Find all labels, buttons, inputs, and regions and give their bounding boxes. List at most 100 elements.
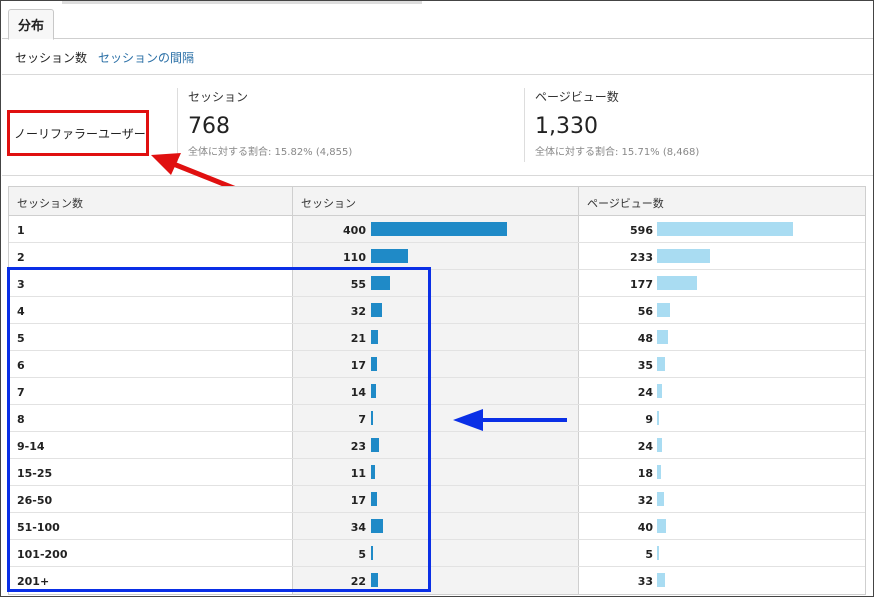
sessions-bar: [371, 573, 378, 587]
table-row: 6 17 35: [9, 351, 865, 378]
summary-panel: ノーリファラーユーザー セッション 768 全体に対する割合: 15.82% (…: [2, 76, 873, 176]
row-session-count-label: 1: [9, 216, 293, 242]
row-session-count-label: 5: [9, 324, 293, 350]
sessions-bar: [371, 519, 383, 533]
row-pageviews-cell: 233: [579, 243, 865, 269]
table-row: 7 14 24: [9, 378, 865, 405]
row-pageviews-cell: 24: [579, 432, 865, 458]
row-sessions-value: 400: [343, 224, 366, 237]
tab-bar: 分布: [2, 1, 873, 40]
row-sessions-cell: 11: [293, 459, 579, 485]
table-body: 1 400 596 2 110 233 3 55 177 4 32 56 5 21 48 6 17 35 7 14 24…: [9, 216, 865, 594]
table-row: 201+ 22 33: [9, 567, 865, 594]
row-session-count-label: 2: [9, 243, 293, 269]
table-row: 51-100 34 40: [9, 513, 865, 540]
row-pageviews-value: 24: [637, 386, 653, 399]
row-sessions-cell: 17: [293, 351, 579, 377]
metric-pageviews: ページビュー数 1,330 全体に対する割合: 15.71% (8,468): [524, 88, 864, 162]
row-sessions-value: 5: [358, 548, 366, 561]
sessions-bar: [371, 303, 382, 317]
row-session-count-label: 51-100: [9, 513, 293, 539]
row-session-count-label: 7: [9, 378, 293, 404]
sessions-bar: [371, 438, 379, 452]
pageviews-bar: [657, 519, 666, 533]
row-pageviews-cell: 596: [579, 216, 865, 242]
row-pageviews-cell: 32: [579, 486, 865, 512]
row-sessions-value: 21: [350, 332, 366, 345]
row-pageviews-value: 48: [637, 332, 653, 345]
row-sessions-cell: 22: [293, 567, 579, 594]
pageviews-bar: [657, 330, 668, 344]
row-pageviews-value: 24: [637, 440, 653, 453]
metric-sessions-value: 768: [188, 114, 230, 139]
row-pageviews-value: 233: [630, 251, 653, 264]
table-row: 5 21 48: [9, 324, 865, 351]
row-pageviews-value: 596: [630, 224, 653, 237]
row-sessions-cell: 55: [293, 270, 579, 296]
row-pageviews-value: 35: [637, 359, 653, 372]
table-row: 4 32 56: [9, 297, 865, 324]
row-pageviews-value: 5: [645, 548, 653, 561]
row-session-count-label: 4: [9, 297, 293, 323]
pageviews-bar: [657, 276, 697, 290]
table-row: 2 110 233: [9, 243, 865, 270]
row-session-count-label: 6: [9, 351, 293, 377]
tab-distribution[interactable]: 分布: [8, 9, 54, 40]
metric-pageviews-share: 全体に対する割合: 15.71% (8,468): [535, 147, 700, 158]
row-sessions-value: 23: [350, 440, 366, 453]
row-pageviews-value: 18: [637, 467, 653, 480]
pageviews-bar: [657, 303, 670, 317]
sessions-bar: [371, 357, 377, 371]
metric-pageviews-name: ページビュー数: [535, 90, 619, 104]
row-pageviews-cell: 18: [579, 459, 865, 485]
column-header-sessions[interactable]: セッション: [293, 187, 579, 215]
subnav-session-count[interactable]: セッション数: [15, 51, 88, 65]
row-session-count-label: 15-25: [9, 459, 293, 485]
metric-pageviews-value: 1,330: [535, 114, 598, 139]
table-row: 9-14 23 24: [9, 432, 865, 459]
row-pageviews-cell: 40: [579, 513, 865, 539]
row-sessions-cell: 5: [293, 540, 579, 566]
row-pageviews-cell: 9: [579, 405, 865, 431]
table-header: セッション数 セッション ページビュー数: [9, 187, 865, 216]
segment-label-text: ノーリファラーユーザー: [14, 126, 146, 141]
row-sessions-value: 110: [343, 251, 366, 264]
column-header-pageviews[interactable]: ページビュー数: [587, 197, 664, 210]
pageviews-bar: [657, 249, 710, 263]
row-session-count-label: 9-14: [9, 432, 293, 458]
row-sessions-value: 22: [350, 575, 366, 588]
sessions-bar: [371, 276, 390, 290]
row-sessions-cell: 32: [293, 297, 579, 323]
sessions-bar: [371, 384, 376, 398]
row-pageviews-cell: 48: [579, 324, 865, 350]
row-sessions-value: 17: [350, 359, 366, 372]
row-sessions-cell: 21: [293, 324, 579, 350]
row-sessions-value: 17: [350, 494, 366, 507]
row-sessions-cell: 23: [293, 432, 579, 458]
row-sessions-value: 14: [350, 386, 366, 399]
column-header-session-count[interactable]: セッション数: [9, 187, 293, 215]
row-session-count-label: 26-50: [9, 486, 293, 512]
row-pageviews-value: 177: [630, 278, 653, 291]
sessions-bar: [371, 465, 375, 479]
row-pageviews-cell: 35: [579, 351, 865, 377]
sessions-bar: [371, 249, 408, 263]
subnav-session-interval-link[interactable]: セッションの間隔: [98, 51, 195, 65]
row-sessions-value: 55: [350, 278, 366, 291]
row-sessions-cell: 17: [293, 486, 579, 512]
sessions-bar: [371, 330, 378, 344]
pageviews-bar: [657, 465, 661, 479]
table-row: 26-50 17 32: [9, 486, 865, 513]
row-sessions-cell: 110: [293, 243, 579, 269]
segment-label: ノーリファラーユーザー: [7, 110, 149, 156]
sessions-bar: [371, 222, 507, 236]
metric-sessions-share: 全体に対する割合: 15.82% (4,855): [188, 147, 353, 158]
table-row: 101-200 5 5: [9, 540, 865, 567]
row-pageviews-value: 9: [645, 413, 653, 426]
table-row: 8 7 9: [9, 405, 865, 432]
metric-sessions: セッション 768 全体に対する割合: 15.82% (4,855): [177, 88, 517, 162]
pageviews-bar: [657, 438, 662, 452]
table-row: 1 400 596: [9, 216, 865, 243]
row-session-count-label: 201+: [9, 567, 293, 594]
